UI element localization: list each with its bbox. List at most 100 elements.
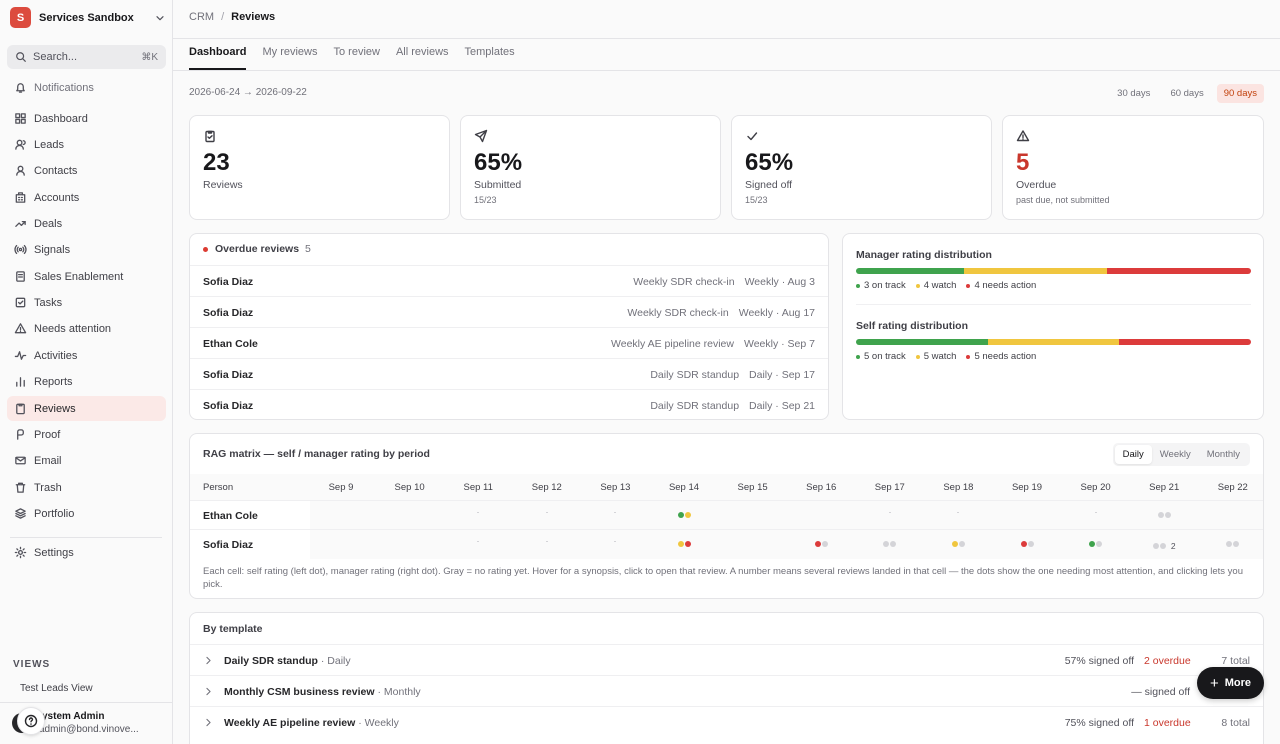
main-content: CRM / Reviews Dashboard My reviews To revi… — [173, 0, 1280, 744]
template-row[interactable]: Monthly CSM business review · Monthly — … — [190, 675, 1263, 706]
granularity-daily[interactable]: Daily — [1114, 445, 1152, 464]
overdue-dot — [203, 246, 208, 252]
sidebar-item-contacts[interactable]: Contacts — [7, 158, 166, 183]
rag-cell[interactable] — [513, 541, 581, 542]
rag-cell[interactable] — [924, 512, 992, 513]
sidebar-item-signals[interactable]: Signals — [7, 237, 166, 262]
sidebar-item-tasks[interactable]: Tasks — [7, 290, 166, 315]
check-icon — [747, 132, 758, 141]
tab-to-review[interactable]: To review — [333, 46, 380, 58]
sidebar-item-settings[interactable]: Settings — [7, 540, 166, 565]
period-30-days[interactable]: 30 days — [1117, 88, 1151, 99]
rag-cell[interactable] — [787, 541, 855, 547]
rag-person: Ethan Cole — [190, 501, 310, 530]
rag-cell[interactable] — [856, 512, 924, 513]
breadcrumb: CRM / Reviews — [189, 11, 275, 23]
sidebar-item-trash[interactable]: Trash — [7, 475, 166, 500]
overdue-detail: Weekly SDR check-in Weekly · Aug 3 — [633, 276, 815, 288]
search-shortcut: ⌘K — [141, 51, 158, 63]
period-60-days[interactable]: 60 days — [1170, 88, 1204, 99]
overdue-person: Sofia Diaz — [203, 307, 254, 319]
sidebar-item-label: Accounts — [34, 191, 80, 204]
tab-my-reviews[interactable]: My reviews — [262, 46, 318, 58]
rag-cell[interactable] — [581, 512, 649, 513]
manager-rating-dot — [1164, 512, 1171, 518]
template-row[interactable]: Daily SDR standup · Daily 57% signed off… — [190, 644, 1263, 675]
kpi-card-signed-off: 65% Signed off 15/23 — [731, 115, 992, 220]
rag-cell[interactable]: 2 — [1130, 541, 1198, 551]
search-icon — [16, 52, 26, 62]
rag-cell[interactable] — [650, 512, 718, 518]
sidebar-item-reports[interactable]: Reports — [7, 369, 166, 394]
template-cadence: Daily — [327, 655, 351, 667]
overdue-header: Overdue reviews 5 — [203, 243, 311, 255]
overdue-row[interactable]: Sofia Diaz Weekly SDR check-in Weekly · A… — [190, 265, 828, 296]
template-cadence: Monthly — [383, 686, 421, 698]
tab-all-reviews[interactable]: All reviews — [395, 46, 449, 58]
tasks-icon — [15, 297, 26, 308]
rag-cell[interactable] — [1199, 541, 1263, 547]
rag-cell[interactable] — [513, 512, 581, 513]
rag-cell[interactable] — [1062, 541, 1130, 547]
overdue-row[interactable]: Ethan Cole Weekly AE pipeline review Week… — [190, 327, 828, 358]
chevron-right-icon — [206, 718, 211, 727]
by-template-card: By template Daily SDR standup · Daily 57… — [189, 612, 1264, 744]
user-email: admin@bond.vinove... — [39, 724, 139, 735]
template-row[interactable]: Weekly AE pipeline review · Weekly 75% s… — [190, 706, 1263, 737]
sidebar-item-activities[interactable]: Activities — [7, 343, 166, 368]
view-item-test-leads[interactable]: Test Leads View — [20, 683, 93, 694]
granularity-monthly[interactable]: Monthly — [1206, 449, 1240, 460]
sidebar-item-portfolio[interactable]: Portfolio — [7, 501, 166, 526]
self-rating-dot — [677, 512, 684, 518]
user-menu[interactable]: ystem Admin admin@bond.vinove... — [0, 702, 172, 744]
rag-cell[interactable] — [581, 541, 649, 542]
breadcrumb-root[interactable]: CRM — [189, 11, 215, 23]
overdue-due: Daily · Sep 17 — [749, 369, 815, 381]
overdue-row[interactable]: Sofia Diaz Daily SDR standup Daily · Sep … — [190, 358, 828, 389]
rag-cell[interactable] — [856, 541, 924, 547]
sidebar-item-proof[interactable]: Proof — [7, 422, 166, 447]
more-button[interactable]: + More — [1197, 667, 1264, 699]
breadcrumb-current: Reviews — [231, 11, 276, 23]
rag-column-header: Sep 17 — [874, 482, 905, 493]
help-button[interactable] — [17, 707, 45, 735]
tab-dashboard[interactable]: Dashboard — [189, 46, 247, 70]
sidebar-item-leads[interactable]: Leads — [7, 132, 166, 157]
rag-cell[interactable] — [444, 541, 512, 542]
rag-matrix-note: Each cell: self rating (left dot), manag… — [203, 566, 1243, 590]
rag-cell[interactable] — [650, 541, 718, 547]
rag-cell[interactable] — [1130, 512, 1198, 518]
kpi-value: 65% — [745, 149, 794, 176]
sidebar-item-needs-attention[interactable]: Needs attention — [7, 316, 166, 341]
sidebar-item-label: Signals — [34, 243, 71, 256]
sidebar-item-accounts[interactable]: Accounts — [7, 185, 166, 210]
sidebar-item-label: Dashboard — [34, 112, 88, 125]
user-name: ystem Admin — [39, 711, 105, 722]
bar-segment-needs-action — [1107, 268, 1251, 274]
sidebar-item-dashboard[interactable]: Dashboard — [7, 106, 166, 131]
rag-cell[interactable] — [444, 512, 512, 513]
sidebar-item-notifications[interactable]: Notifications — [7, 75, 166, 100]
sidebar-item-reviews[interactable]: Reviews — [7, 396, 166, 421]
granularity-weekly[interactable]: Weekly — [1159, 449, 1191, 460]
overdue-row[interactable]: Sofia Diaz Weekly SDR check-in Weekly · A… — [190, 296, 828, 327]
rag-cell[interactable] — [1062, 512, 1130, 513]
bar-segment-watch — [987, 339, 1120, 345]
search-placeholder: Search... — [33, 51, 78, 63]
sidebar-item-label: Settings — [34, 546, 74, 559]
sidebar-item-email[interactable]: Email — [7, 448, 166, 473]
person-column-header: Person — [203, 482, 234, 493]
overdue-row[interactable]: Sofia Diaz Daily SDR standup Daily · Sep … — [190, 389, 828, 419]
rag-cell[interactable] — [924, 541, 992, 547]
rag-cell[interactable] — [993, 541, 1061, 547]
search-input[interactable]: Search... ⌘K — [7, 45, 166, 69]
period-90-days[interactable]: 90 days — [1216, 84, 1264, 103]
sidebar-item-sales-enablement[interactable]: Sales Enablement — [7, 264, 166, 289]
rag-column-header: Sep 14 — [668, 482, 700, 493]
sidebar-item-label: Reviews — [34, 402, 76, 415]
bar-segment-watch — [963, 268, 1108, 274]
tab-templates[interactable]: Templates — [464, 46, 515, 58]
workspace-switcher[interactable]: S Services Sandbox — [10, 7, 166, 28]
sidebar-item-deals[interactable]: Deals — [7, 211, 166, 236]
overdue-detail: Daily SDR standup Daily · Sep 17 — [650, 369, 815, 381]
